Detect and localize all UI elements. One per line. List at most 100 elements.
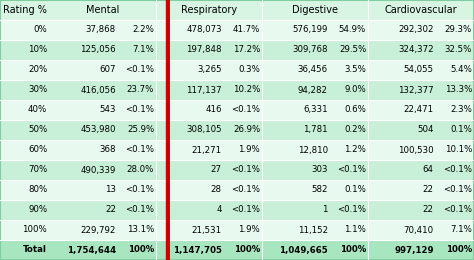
Text: 1,781: 1,781: [303, 126, 328, 134]
Text: 20%: 20%: [28, 66, 47, 75]
Text: 582: 582: [311, 185, 328, 194]
Text: <0.1%: <0.1%: [125, 146, 154, 154]
Text: 117,137: 117,137: [186, 86, 222, 94]
Text: 453,980: 453,980: [81, 126, 116, 134]
Bar: [0, 120, 474, 140]
Text: 303: 303: [311, 166, 328, 174]
Text: 490,339: 490,339: [81, 166, 116, 174]
Text: <0.1%: <0.1%: [231, 166, 260, 174]
Text: <0.1%: <0.1%: [443, 166, 472, 174]
Text: 23.7%: 23.7%: [127, 86, 154, 94]
Text: 100%: 100%: [128, 245, 154, 255]
Text: 13.1%: 13.1%: [127, 225, 154, 235]
Text: 4: 4: [216, 205, 222, 214]
Text: <0.1%: <0.1%: [337, 166, 366, 174]
Text: 13: 13: [105, 185, 116, 194]
Text: 10%: 10%: [28, 46, 47, 55]
Text: 2.2%: 2.2%: [132, 25, 154, 35]
Text: 10.1%: 10.1%: [445, 146, 472, 154]
Text: <0.1%: <0.1%: [231, 106, 260, 114]
Text: 0%: 0%: [34, 25, 47, 35]
Text: 1.9%: 1.9%: [238, 225, 260, 235]
Text: 22: 22: [105, 205, 116, 214]
Text: 504: 504: [417, 126, 434, 134]
Text: 997,129: 997,129: [394, 245, 434, 255]
Text: 64: 64: [423, 166, 434, 174]
Bar: [0, 100, 474, 120]
Text: 292,302: 292,302: [398, 25, 434, 35]
Text: 1,147,705: 1,147,705: [173, 245, 222, 255]
Text: 0.6%: 0.6%: [344, 106, 366, 114]
Text: 10.2%: 10.2%: [233, 86, 260, 94]
Text: 27: 27: [211, 166, 222, 174]
Text: 29.5%: 29.5%: [339, 46, 366, 55]
Text: 12,810: 12,810: [298, 146, 328, 154]
Bar: [0, 240, 474, 260]
Text: 368: 368: [100, 146, 116, 154]
Text: 1: 1: [322, 205, 328, 214]
Text: 11,152: 11,152: [298, 225, 328, 235]
Text: Mental: Mental: [86, 5, 120, 15]
Text: 576,199: 576,199: [292, 25, 328, 35]
Text: 40%: 40%: [28, 106, 47, 114]
Text: Rating %: Rating %: [3, 5, 47, 15]
Text: 41.7%: 41.7%: [233, 25, 260, 35]
Text: 21,271: 21,271: [191, 146, 222, 154]
Text: 13.3%: 13.3%: [445, 86, 472, 94]
Text: 324,372: 324,372: [398, 46, 434, 55]
Text: 416: 416: [205, 106, 222, 114]
Bar: [0, 20, 474, 40]
Bar: [0, 220, 474, 240]
Text: 100%: 100%: [22, 225, 47, 235]
Text: 3.5%: 3.5%: [344, 66, 366, 75]
Bar: [0, 80, 474, 100]
Text: 1.9%: 1.9%: [238, 146, 260, 154]
Text: 607: 607: [100, 66, 116, 75]
Text: Digestive: Digestive: [292, 5, 338, 15]
Text: Respiratory: Respiratory: [181, 5, 237, 15]
Text: 17.2%: 17.2%: [233, 46, 260, 55]
Text: 0.1%: 0.1%: [450, 126, 472, 134]
Text: 37,868: 37,868: [86, 25, 116, 35]
Text: 28.0%: 28.0%: [127, 166, 154, 174]
Text: 125,056: 125,056: [80, 46, 116, 55]
Bar: [0, 180, 474, 200]
Text: 3,265: 3,265: [197, 66, 222, 75]
Text: 1.1%: 1.1%: [344, 225, 366, 235]
Text: 5.4%: 5.4%: [450, 66, 472, 75]
Text: <0.1%: <0.1%: [443, 185, 472, 194]
Text: 25.9%: 25.9%: [127, 126, 154, 134]
Text: <0.1%: <0.1%: [231, 185, 260, 194]
Text: 7.1%: 7.1%: [132, 46, 154, 55]
Text: 80%: 80%: [28, 185, 47, 194]
Text: 0.1%: 0.1%: [344, 185, 366, 194]
Text: 54,055: 54,055: [404, 66, 434, 75]
Text: 100%: 100%: [340, 245, 366, 255]
Text: 2.3%: 2.3%: [450, 106, 472, 114]
Text: 309,768: 309,768: [292, 46, 328, 55]
Text: 229,792: 229,792: [81, 225, 116, 235]
Text: 1,049,665: 1,049,665: [279, 245, 328, 255]
Text: 26.9%: 26.9%: [233, 126, 260, 134]
Text: 132,377: 132,377: [398, 86, 434, 94]
Text: 28: 28: [211, 185, 222, 194]
Text: 94,282: 94,282: [298, 86, 328, 94]
Text: <0.1%: <0.1%: [337, 205, 366, 214]
Text: 54.9%: 54.9%: [339, 25, 366, 35]
Text: 543: 543: [100, 106, 116, 114]
Text: 22,471: 22,471: [404, 106, 434, 114]
Text: 100,530: 100,530: [398, 146, 434, 154]
Text: 90%: 90%: [28, 205, 47, 214]
Text: <0.1%: <0.1%: [443, 205, 472, 214]
Text: <0.1%: <0.1%: [125, 106, 154, 114]
Text: 0.3%: 0.3%: [238, 66, 260, 75]
Text: 60%: 60%: [28, 146, 47, 154]
Text: 21,531: 21,531: [191, 225, 222, 235]
Text: <0.1%: <0.1%: [125, 66, 154, 75]
Bar: [0, 40, 474, 60]
Bar: [0, 200, 474, 220]
Text: 30%: 30%: [28, 86, 47, 94]
Text: 32.5%: 32.5%: [445, 46, 472, 55]
Text: 7.1%: 7.1%: [450, 225, 472, 235]
Text: Total: Total: [23, 245, 47, 255]
